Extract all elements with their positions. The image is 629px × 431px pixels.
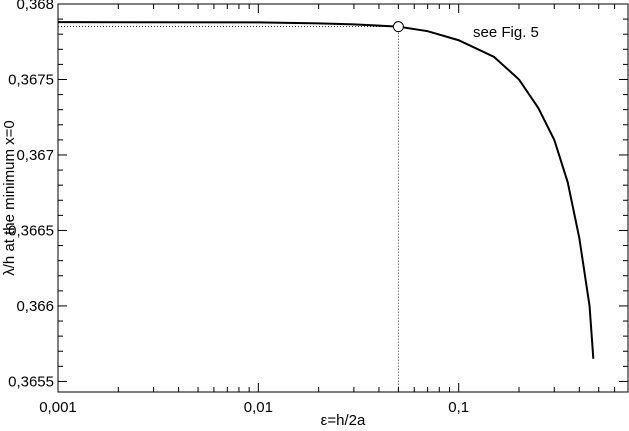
line xyxy=(57,21,595,359)
x-tick-label: 0,001 xyxy=(39,399,77,416)
y-tick-label: 0,3665 xyxy=(8,222,54,239)
y-tick-label: 0,3655 xyxy=(8,373,54,390)
y-axis-label: λ/h at the minimum x=0 xyxy=(1,120,18,275)
annotation: see Fig. 5 xyxy=(473,24,539,41)
y-tick-label: 0,368 xyxy=(16,0,54,13)
y-tick-label: 0,366 xyxy=(16,298,54,315)
marker xyxy=(392,21,404,33)
x-axis-label: ε=h/2a xyxy=(321,412,366,429)
x-tick-label: 0,01 xyxy=(244,399,273,416)
y-tick-label: 0,3675 xyxy=(8,71,54,88)
x-tick-label: 0,1 xyxy=(448,399,469,416)
y-tick-label: 0,367 xyxy=(16,147,54,164)
plot-frame xyxy=(57,3,629,393)
